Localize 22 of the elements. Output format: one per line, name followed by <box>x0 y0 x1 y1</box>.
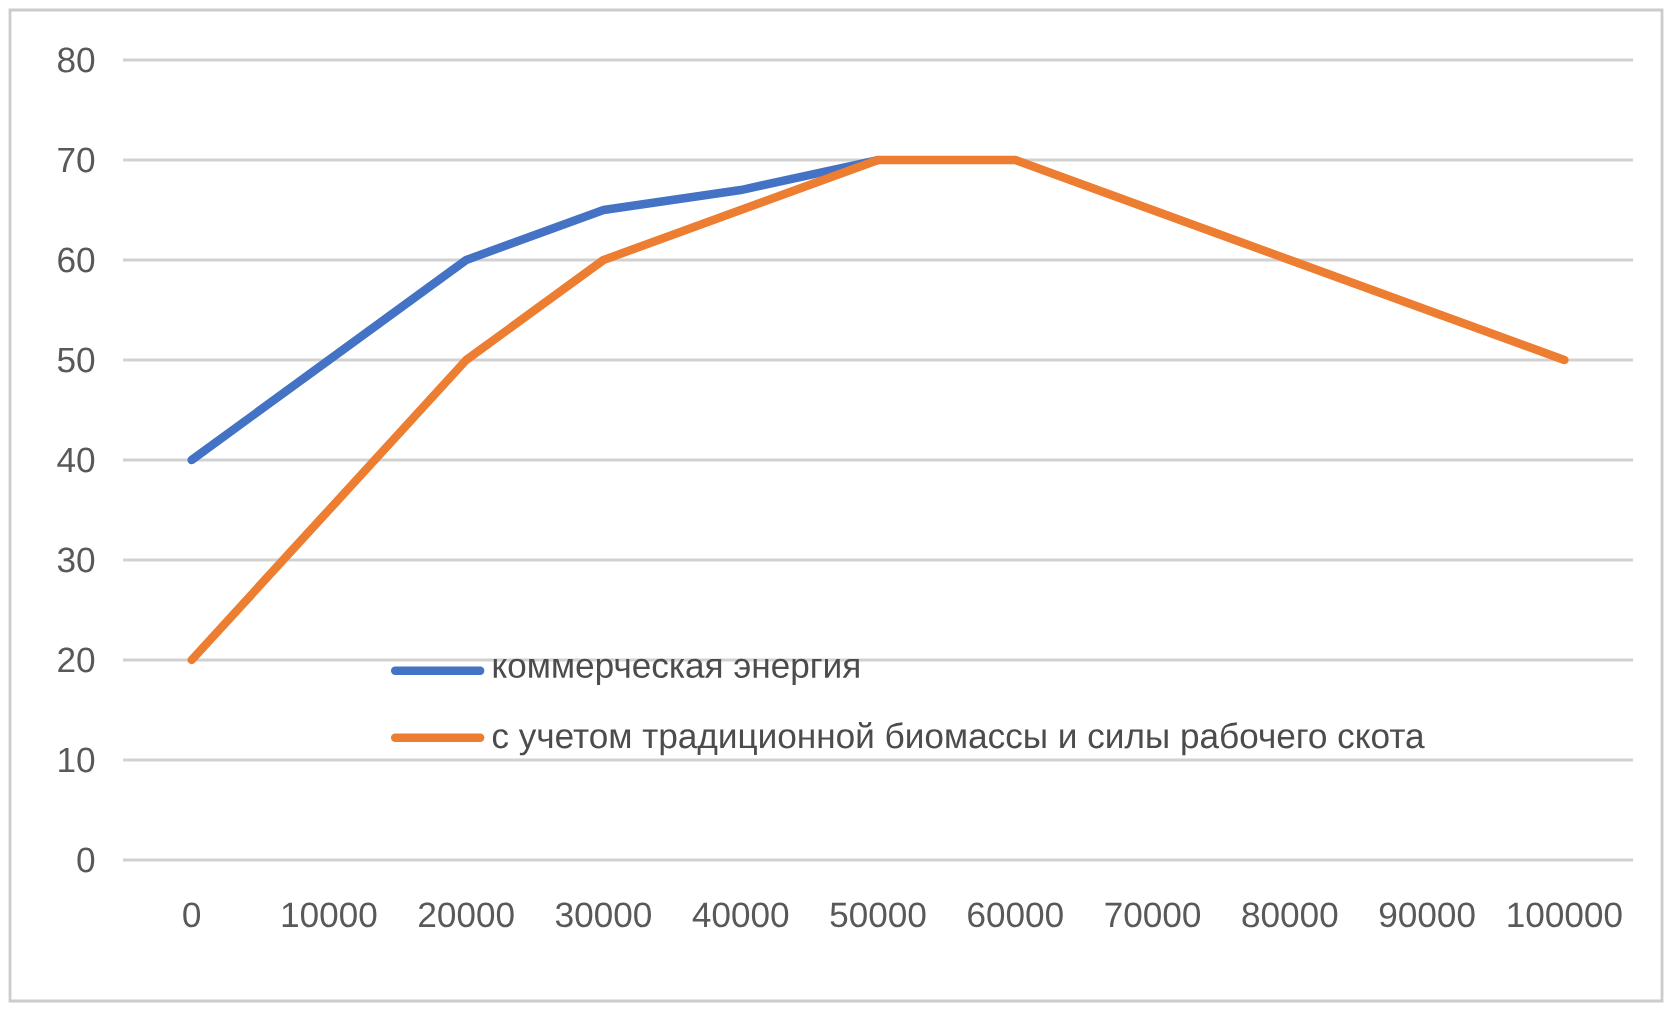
x-tick-label: 10000 <box>282 902 377 928</box>
y-tick-label: 40 <box>57 447 95 473</box>
y-tick-label: 70 <box>58 147 95 173</box>
y-tick-label: 30 <box>57 547 95 573</box>
x-tick-label: 30000 <box>555 902 651 928</box>
x-tick-label: 90000 <box>1379 902 1475 928</box>
x-tick-label: 70000 <box>1105 902 1201 928</box>
y-tick-label: 0 <box>77 847 95 873</box>
x-tick-label: 80000 <box>1242 902 1338 928</box>
y-tick-label: 10 <box>59 747 95 773</box>
x-tick-label: 50000 <box>830 902 926 928</box>
y-tick-label: 80 <box>58 47 95 73</box>
x-tick-label: 20000 <box>419 902 514 928</box>
x-tick-label: 40000 <box>692 902 789 928</box>
x-tick-label: 60000 <box>968 902 1063 928</box>
legend-label: коммерческая энергия <box>493 658 859 685</box>
y-tick-label: 60 <box>58 247 95 273</box>
y-tick-label: 20 <box>58 647 95 673</box>
y-tick-label: 50 <box>57 347 95 373</box>
x-tick-label: 0 <box>183 902 201 928</box>
x-tick-label: 100000 <box>1508 902 1622 928</box>
legend-label: с учетом традиционной биомассы и силы рабочего скота <box>492 721 1425 756</box>
